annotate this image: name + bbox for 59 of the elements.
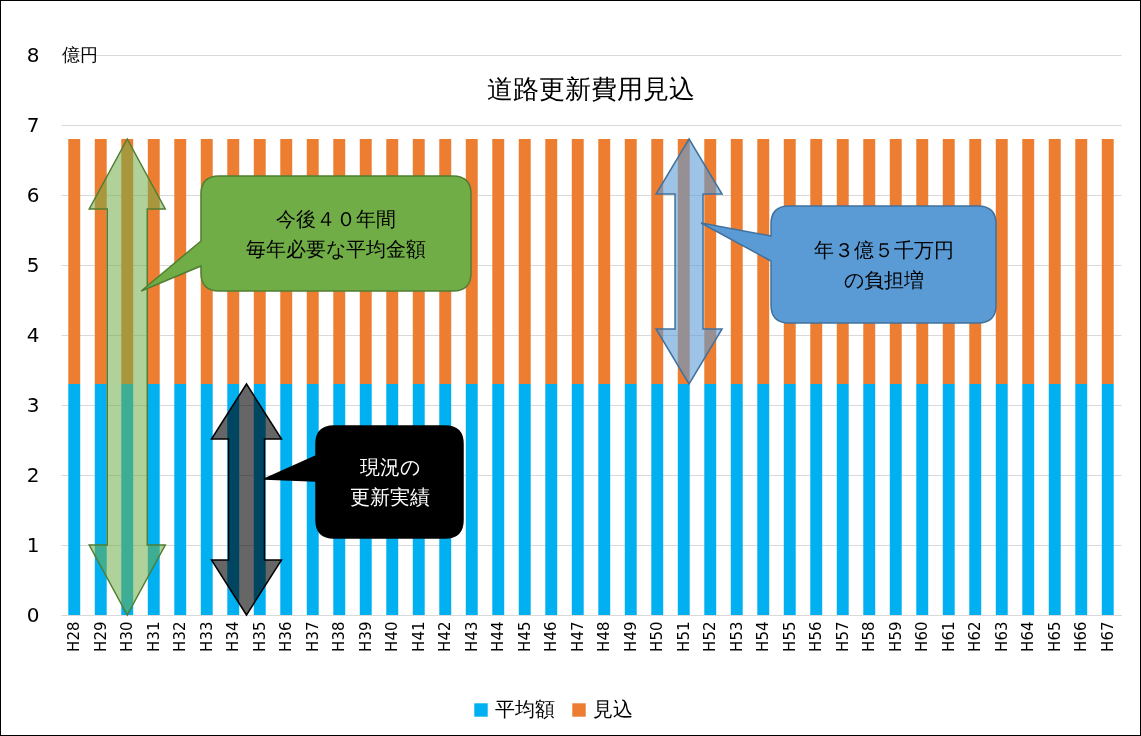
x-tick-label: H48	[595, 621, 614, 652]
y-tick-label: 7	[26, 112, 40, 137]
x-tick-label: H60	[913, 621, 932, 652]
x-tick-label: H31	[144, 621, 163, 652]
x-tick-label: H55	[780, 621, 799, 652]
x-tick-label: H54	[754, 621, 773, 652]
x-tick-label: H36	[277, 621, 296, 652]
x-tick-label: H58	[860, 621, 879, 652]
x-tick-label: H37	[303, 621, 322, 652]
y-tick-label: 5	[26, 252, 40, 277]
x-tick-label: H29	[91, 621, 110, 652]
x-tick-label: H56	[807, 621, 826, 652]
x-tick-label: H42	[436, 621, 455, 652]
x-tick-label: H28	[65, 621, 84, 652]
x-tick-label: H59	[886, 621, 905, 652]
y-axis-title: 億円	[61, 43, 98, 65]
x-tick-label: H67	[1098, 621, 1117, 652]
annotation: 年３億５千万円	[813, 237, 954, 262]
annotation: 現況の	[359, 455, 420, 479]
x-tick-label: H63	[992, 621, 1011, 652]
x-tick-label: H52	[701, 621, 720, 652]
x-tick-label: H34	[224, 621, 243, 652]
x-tick-label: H35	[250, 621, 269, 652]
x-tick-label: H53	[727, 621, 746, 652]
y-tick-label: 2	[26, 462, 40, 487]
annotation: 毎年必要な平均金額	[246, 236, 426, 261]
x-tick-label: H33	[197, 621, 216, 652]
text: 道路更新費用見込	[487, 74, 695, 104]
x-tick-label: H39	[356, 621, 375, 652]
legend-label: 平均額	[495, 697, 555, 721]
y-tick-label: 0	[26, 602, 40, 627]
y-tick-label: 3	[26, 392, 40, 417]
x-tick-label: H57	[833, 621, 852, 652]
annotation: 今後４０年間	[276, 206, 396, 231]
legend-label: 見込	[593, 697, 633, 721]
x-tick-label: H44	[489, 621, 508, 652]
x-tick-label: H51	[674, 621, 693, 652]
x-tick-label: H38	[330, 621, 349, 652]
y-tick-label: 6	[26, 182, 40, 207]
x-tick-label: H32	[171, 621, 190, 652]
x-tick-label: H41	[409, 621, 428, 652]
x-tick-label: H49	[621, 621, 640, 652]
x-tick-label: H66	[1072, 621, 1091, 652]
x-tick-label: H45	[515, 621, 534, 652]
y-tick-label: 8	[26, 42, 40, 67]
x-tick-label: H61	[939, 621, 958, 652]
x-tick-label: H64	[1019, 621, 1038, 652]
x-tick-label: H47	[568, 621, 587, 652]
y-tick-label: 1	[26, 532, 40, 557]
annotation: の負担増	[843, 267, 924, 292]
x-tick-label: H50	[648, 621, 667, 652]
x-tick-label: H43	[462, 621, 481, 652]
annotation: 更新実績	[349, 485, 430, 509]
x-tick-label: H30	[118, 621, 137, 652]
x-tick-label: H46	[542, 621, 561, 652]
x-tick-label: H65	[1045, 621, 1064, 652]
y-tick-label: 4	[26, 322, 40, 347]
x-tick-label: H40	[383, 621, 402, 652]
x-tick-label: H62	[966, 621, 985, 652]
